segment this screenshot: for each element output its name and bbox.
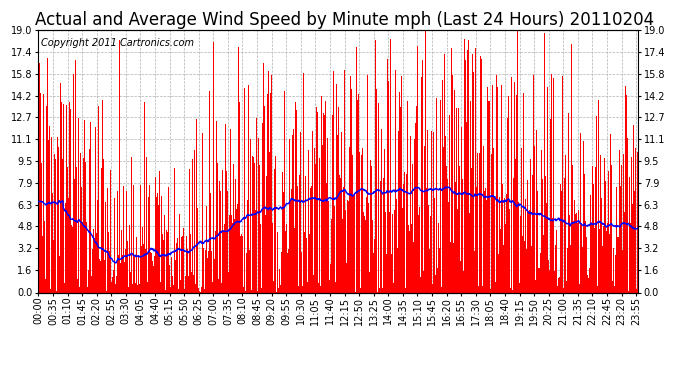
Text: Actual and Average Wind Speed by Minute mph (Last 24 Hours) 20110204: Actual and Average Wind Speed by Minute … xyxy=(35,11,655,29)
Text: Copyright 2011 Cartronics.com: Copyright 2011 Cartronics.com xyxy=(41,38,194,48)
